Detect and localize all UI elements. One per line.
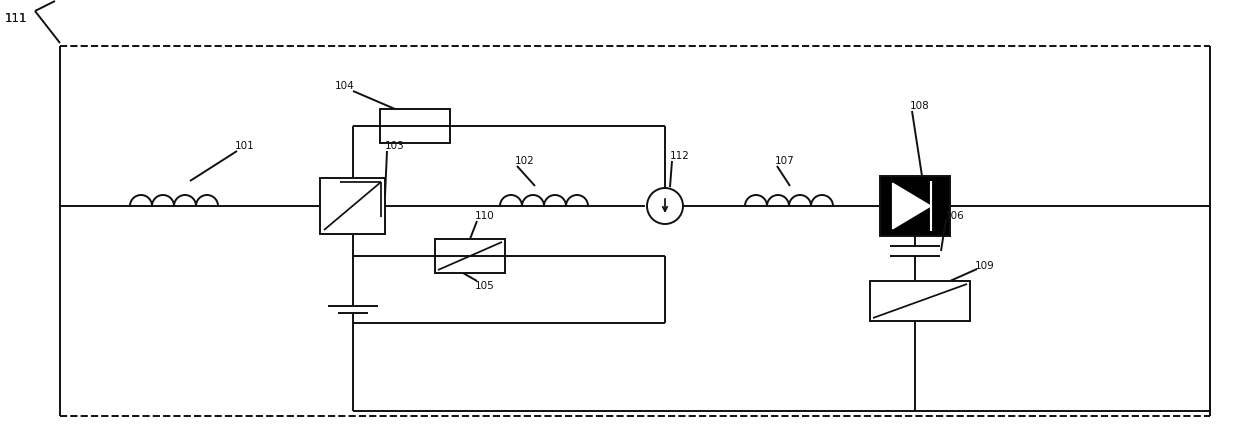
Text: 108: 108	[910, 101, 930, 111]
Bar	[880, 176, 950, 236]
Bar	[435, 239, 505, 273]
Text: 101: 101	[236, 141, 254, 151]
Polygon shape	[893, 183, 931, 229]
Text: 110: 110	[475, 211, 495, 221]
Text: 111: 111	[5, 11, 27, 25]
Text: 109: 109	[975, 261, 994, 271]
Text: 112: 112	[670, 151, 689, 161]
Bar	[320, 178, 384, 234]
Text: 111: 111	[5, 11, 27, 25]
Text: 107: 107	[775, 156, 795, 166]
Text: 105: 105	[475, 281, 495, 291]
Text: 106: 106	[945, 211, 965, 221]
Text: 102: 102	[515, 156, 534, 166]
Text: 103: 103	[384, 141, 404, 151]
Bar	[379, 109, 450, 143]
Bar	[870, 281, 970, 321]
Text: 104: 104	[335, 81, 355, 91]
